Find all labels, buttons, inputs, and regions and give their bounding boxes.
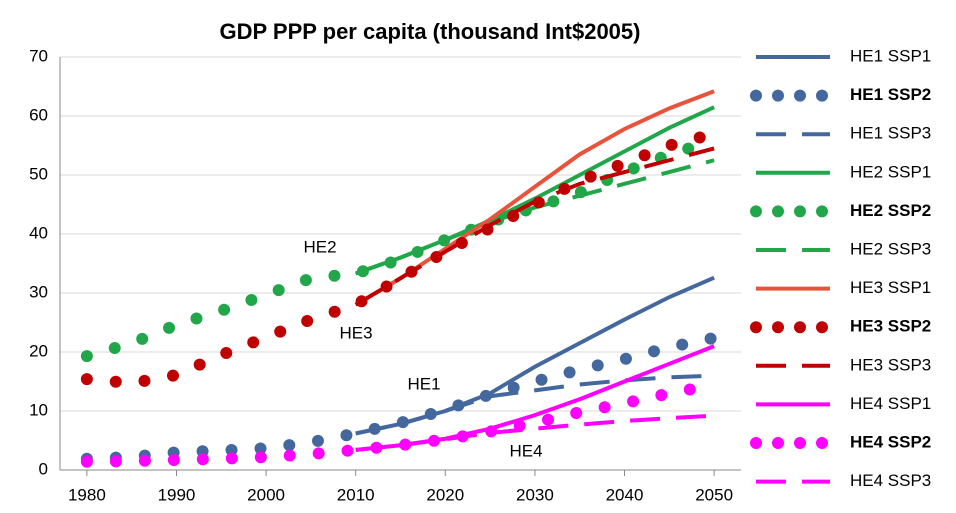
x-tick-label: 2030 <box>516 485 554 504</box>
series-line <box>80 331 721 465</box>
series-line <box>80 379 721 468</box>
legend-label: HE3 SSP3 <box>850 355 931 374</box>
y-tick-label: 60 <box>29 105 48 124</box>
series-line <box>354 146 715 307</box>
y-tick-label: 70 <box>29 46 48 65</box>
y-tick-label: 30 <box>29 282 48 301</box>
series-line <box>355 275 715 436</box>
x-tick-label: 2050 <box>695 485 733 504</box>
y-tick-label: 0 <box>39 459 48 478</box>
x-tick-label: 2010 <box>337 485 375 504</box>
y-tick-label: 20 <box>29 341 48 360</box>
legend-label: HE2 SSP2 <box>850 201 931 220</box>
legend-label: HE4 SSP2 <box>850 432 931 451</box>
legend-label: HE1 SSP3 <box>850 124 931 143</box>
legend-label: HE1 SSP1 <box>850 46 931 65</box>
series-line <box>355 105 715 276</box>
series-line <box>355 373 715 436</box>
legend-label: HE4 SSP3 <box>850 471 931 490</box>
chart-title: GDP PPP per capita (thousand Int$2005) <box>220 19 641 44</box>
annotation: HE2 <box>303 237 336 256</box>
annotation: HE1 <box>407 374 440 393</box>
legend-label: HE4 SSP1 <box>850 394 931 413</box>
y-tick-label: 40 <box>29 223 48 242</box>
x-tick-label: 2040 <box>606 485 644 504</box>
legend-label: HE3 SSP1 <box>850 278 931 297</box>
annotation: HE3 <box>339 323 372 342</box>
x-tick-label: 2000 <box>247 485 285 504</box>
series-line <box>80 134 721 363</box>
legend-label: HE3 SSP2 <box>850 317 931 336</box>
y-tick-label: 50 <box>29 164 48 183</box>
legend-label: HE2 SSP1 <box>850 162 931 181</box>
legend-label: HE1 SSP2 <box>850 85 931 104</box>
x-tick-label: 1990 <box>158 485 196 504</box>
series-line <box>355 413 715 452</box>
x-tick-label: 2020 <box>426 485 464 504</box>
y-tick-label: 10 <box>29 400 48 419</box>
annotation: HE4 <box>509 441 542 460</box>
legend-label: HE2 SSP3 <box>850 239 931 258</box>
x-tick-label: 1980 <box>68 485 106 504</box>
series-line <box>355 158 715 276</box>
